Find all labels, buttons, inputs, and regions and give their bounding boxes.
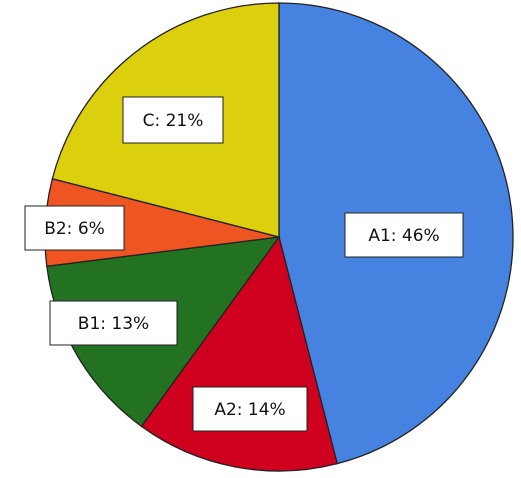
data-label-text: A1: 46% [368,226,439,246]
data-label-b1: B1: 13% [49,300,178,346]
pie-labels: A1: 46% A2: 14% B1: 13% B2: 6% C: 21% [24,96,464,432]
data-label-b2: B2: 6% [24,205,125,251]
data-label-text: A2: 14% [214,400,285,420]
data-label-box [192,386,308,432]
data-label-text: B2: 6% [44,219,105,239]
data-label-text: B1: 13% [78,314,149,334]
data-label-c: C: 21% [122,96,224,144]
data-label-a1: A1: 46% [344,212,464,258]
data-label-text: C: 21% [143,111,204,131]
data-label-box [24,205,125,251]
data-label-a2: A2: 14% [192,386,308,432]
data-label-box [49,300,178,346]
data-label-box [122,96,224,144]
data-label-box [344,212,464,258]
